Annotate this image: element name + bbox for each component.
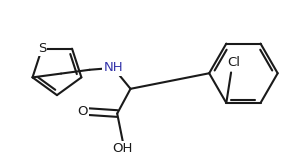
- Text: NH: NH: [103, 61, 123, 74]
- Text: O: O: [77, 105, 87, 118]
- Text: S: S: [38, 42, 46, 55]
- Text: Cl: Cl: [227, 56, 241, 69]
- Text: OH: OH: [113, 142, 133, 155]
